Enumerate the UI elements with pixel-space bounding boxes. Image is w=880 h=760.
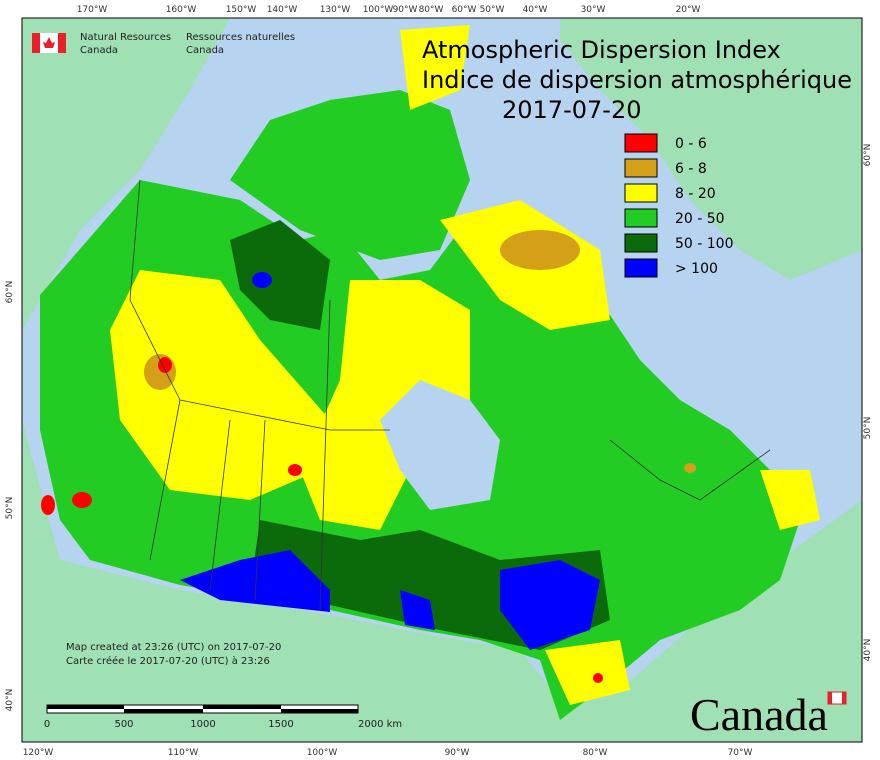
lat-label: 40°N [863,639,873,662]
lon-label: 100°W [363,5,394,15]
graticule-labels: 170°W 160°W 150°W 140°W 130°W 100°W 90°W 80°W 60… [5,5,873,758]
legend-label: > 100 [675,261,718,277]
lon-label: 80°W [419,5,444,15]
legend-swatch [624,158,658,178]
zone-yellow [400,25,470,110]
wordmark-flag [842,692,846,704]
scale-labels: 0 500 1000 1500 2000 km [44,719,402,730]
usa [22,420,862,742]
legend-label: 6 - 8 [675,161,707,177]
legend: 0 - 6 6 - 8 8 - 20 20 - 50 50 - 100 > 100 [624,133,734,278]
maple-leaf [43,37,55,48]
dept-en: Natural Resources [80,32,171,43]
scale-bar [46,704,359,714]
zone-red [288,464,302,476]
zone-blue [252,272,272,288]
flag-bar [58,33,66,53]
zone-red [41,495,55,515]
lon-label: 30°W [581,5,606,15]
scale-label: 1500 [268,719,293,730]
wordmark: Canada [690,689,828,740]
lon-label: 40°W [523,5,548,15]
lon-label: 160°W [166,5,197,15]
scale-label: 500 [114,719,133,730]
lon-label: 150°W [226,5,257,15]
dept-en: Canada [80,45,118,56]
zone-blue [180,550,330,612]
zone-yellow [545,640,630,705]
title: Atmospheric Dispersion Index [422,36,781,64]
lon-label: 170°W [77,5,108,15]
zone-yellow [760,470,820,530]
zone-red [593,673,603,683]
zone-blue [400,590,435,630]
lat-label: 60°N [863,144,873,167]
zone-red [158,357,172,373]
alaska [22,18,230,330]
legend-swatch [624,183,658,203]
zone-darkgreen [230,220,330,330]
zone-orange [500,230,580,270]
lat-label: 50°N [5,497,15,520]
legend-swatch [624,258,658,278]
legend-swatch [624,233,658,253]
legend-label: 20 - 50 [675,211,725,227]
dept-fr: Ressources naturelles [186,32,295,43]
scale-label: 2000 km [358,719,402,730]
wordmark-flag [828,692,832,704]
note: Carte créée le 2017-07-20 (UTC) à 23:26 [66,655,270,667]
frame [21,17,863,743]
zone-yellow [110,270,330,500]
lat-label: 50°N [863,417,873,440]
title-fr: Indice de dispersion atmosphérique [422,66,852,94]
scale-label: 0 [44,719,50,730]
greenland [560,18,862,280]
lon-label: 110°W [168,748,199,758]
lon-label: 20°W [676,5,701,15]
lat-label: 40°N [5,689,15,712]
flag-bar [32,33,40,53]
legend-label: 8 - 20 [675,186,716,202]
lon-label: 130°W [320,5,351,15]
lon-label: 90°W [445,748,470,758]
zone-orange [684,463,696,473]
lon-label: 120°W [23,748,54,758]
date: 2017-07-20 [502,96,641,124]
legend-label: 0 - 6 [675,136,707,152]
borders [129,179,771,611]
lon-label: 140°W [267,5,298,15]
legend-label: 50 - 100 [675,236,734,252]
lon-label: 60°W [452,5,477,15]
scale-label: 1000 [190,719,215,730]
legend-swatch [624,133,658,153]
dept-fr: Canada [186,45,224,56]
lon-label: 70°W [728,748,753,758]
lon-label: 100°W [307,748,338,758]
arctic-islands [230,90,470,260]
note: Map created at 23:26 (UTC) on 2017-07-20 [66,642,281,653]
lat-label: 60°N [5,281,15,304]
hudson-bay [380,380,500,510]
zone-red [72,492,92,508]
zone-blue [500,560,600,650]
lon-label: 90°W [393,5,418,15]
lon-label: 80°W [583,748,608,758]
lon-label: 50°W [480,5,505,15]
zone-yellow [300,280,470,530]
legend-swatch [624,208,658,228]
